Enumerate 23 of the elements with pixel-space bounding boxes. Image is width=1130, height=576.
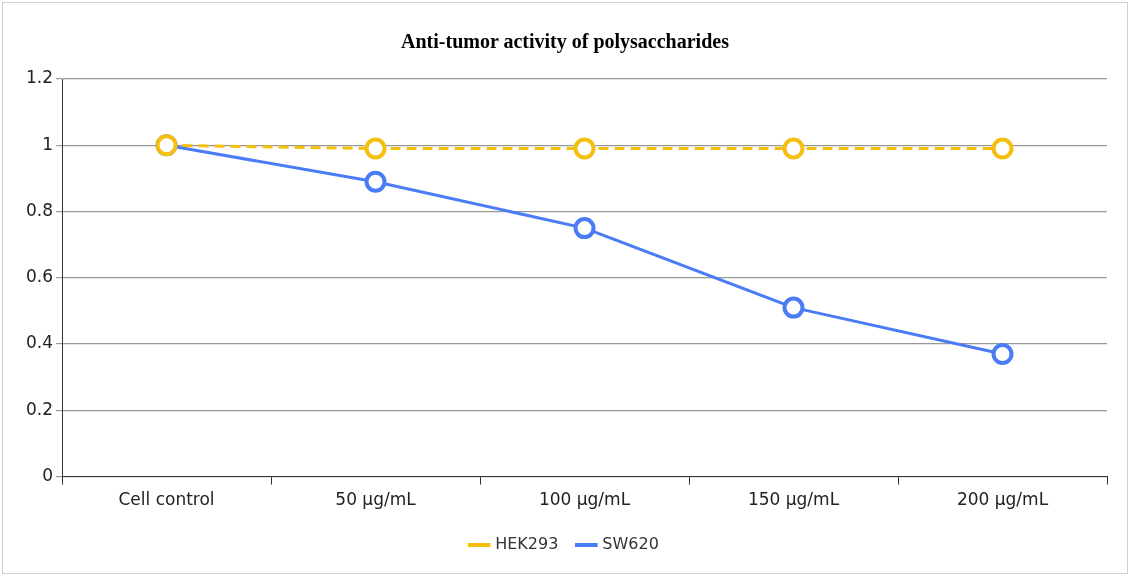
point <box>991 343 1014 366</box>
y-tick-label: 0.2 <box>25 398 54 419</box>
point <box>991 137 1014 160</box>
x-tick-label: Cell control <box>118 489 215 510</box>
y-tick-label: 1.2 <box>25 67 54 88</box>
y-tick-label: 0.6 <box>25 266 54 287</box>
x-tick-label: 50 μg/mL <box>335 489 417 510</box>
point <box>573 217 596 240</box>
y-tick-label: 0 <box>42 465 54 486</box>
point <box>782 296 805 319</box>
x-tick-label: 100 μg/mL <box>538 489 631 510</box>
x-tick-label: 150 μg/mL <box>747 489 840 510</box>
legend-label: SW620 <box>602 534 659 554</box>
point <box>573 137 596 160</box>
point <box>782 137 805 160</box>
point <box>364 170 387 193</box>
legend-label: HEK293 <box>495 534 559 554</box>
x-tick-label: 200 μg/mL <box>956 489 1049 510</box>
y-tick-label: 0.4 <box>25 332 54 353</box>
y-tick-label: 0.8 <box>25 199 54 220</box>
chart-title: Anti-tumor activity of polysaccharides <box>401 30 730 54</box>
y-tick-label: 1 <box>42 133 54 154</box>
point <box>364 137 387 160</box>
